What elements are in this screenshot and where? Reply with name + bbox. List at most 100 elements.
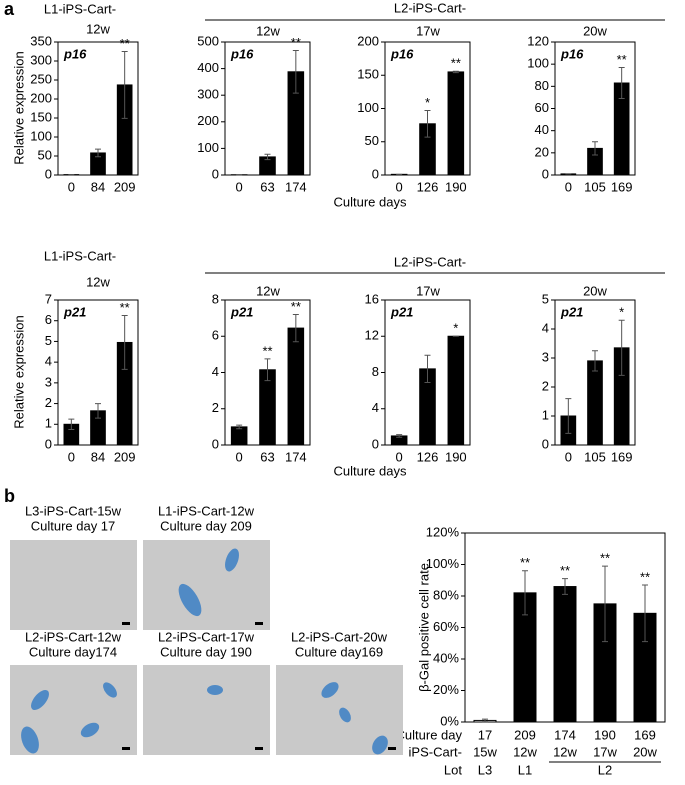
y-tick-label: 4 <box>212 364 219 379</box>
row-value: 12w <box>553 744 577 759</box>
panel-label: a <box>4 0 15 19</box>
error-bar <box>424 109 431 138</box>
scale-bar <box>255 622 263 625</box>
row-value: 20w <box>633 744 657 759</box>
x-tick-label: 209 <box>114 449 136 464</box>
y-tick-label: 0 <box>542 166 549 181</box>
y-tick-label: 12 <box>365 328 379 343</box>
y-tick-label: 5 <box>542 291 549 306</box>
chart-title: 12w <box>256 283 280 298</box>
error-bar <box>452 70 459 74</box>
scale-bar <box>122 622 130 625</box>
image-caption: L1-iPS-Cart-12w <box>158 503 255 518</box>
error-bar <box>396 434 403 438</box>
significance: ** <box>600 551 610 566</box>
y-tick-label: 500 <box>197 33 219 48</box>
significance: ** <box>451 56 461 71</box>
y-tick-label: 100 <box>357 100 379 115</box>
error-bar <box>642 584 648 643</box>
y-tick-label: 6 <box>45 312 52 327</box>
x-tick-label: 0 <box>396 449 403 464</box>
chart-title: 12w <box>256 23 280 38</box>
y-tick-label: 250 <box>30 71 52 86</box>
x-tick-label: 0 <box>565 179 572 194</box>
error-bar <box>68 418 75 430</box>
row-label: iPS-Cart- <box>409 744 462 759</box>
y-tick-label: 350 <box>30 33 52 48</box>
error-bar <box>618 319 625 376</box>
y-tick-label: 0 <box>212 166 219 181</box>
significance: ** <box>520 555 530 570</box>
x-tick-label: 0 <box>236 449 243 464</box>
y-axis-label: β-Gal positive cell rate <box>416 563 431 692</box>
error-bar <box>292 314 299 343</box>
error-bar <box>264 358 271 382</box>
group-label: L1-iPS-Cart- <box>44 248 116 263</box>
image-caption: Culture day 190 <box>160 644 252 659</box>
significance: ** <box>120 36 130 51</box>
scale-bar <box>255 747 263 750</box>
x-tick-label: 0 <box>68 179 75 194</box>
y-axis-label: Relative expression <box>11 315 26 428</box>
y-axis-label: Relative expression <box>11 51 26 164</box>
y-tick-label: 80% <box>433 587 459 602</box>
y-tick-label: 100 <box>197 140 219 155</box>
x-tick-label: 63 <box>260 179 274 194</box>
significance: ** <box>617 52 627 67</box>
stained-cell <box>21 726 39 754</box>
micrograph <box>10 540 137 630</box>
y-tick-label: 50 <box>38 147 52 162</box>
x-tick-label: 63 <box>260 449 274 464</box>
y-tick-label: 120% <box>426 524 460 539</box>
y-tick-label: 40 <box>535 122 549 137</box>
y-tick-label: 20 <box>535 144 549 159</box>
bar <box>587 360 603 446</box>
gene-label: p16 <box>63 46 87 61</box>
y-tick-label: 4 <box>45 354 52 369</box>
error-bar <box>602 565 608 643</box>
error-bar <box>121 51 128 119</box>
y-tick-label: 300 <box>197 87 219 102</box>
x-tick-label: 126 <box>417 179 439 194</box>
x-tick-label: 174 <box>554 727 576 742</box>
y-tick-label: 0 <box>45 166 52 181</box>
significance: ** <box>120 300 130 315</box>
image-caption: L2-iPS-Cart-17w <box>158 629 255 644</box>
x-tick-label: 17 <box>478 727 492 742</box>
x-tick-label: 0 <box>565 449 572 464</box>
gene-label: p21 <box>63 304 86 319</box>
gene-label: p21 <box>560 304 583 319</box>
error-bar <box>292 50 299 94</box>
x-tick-label: 169 <box>611 449 633 464</box>
gene-label: p21 <box>230 304 253 319</box>
error-bar <box>482 718 488 723</box>
row-value: L1 <box>518 762 532 777</box>
x-tick-label: 190 <box>445 449 467 464</box>
error-bar <box>236 424 243 430</box>
chart-title: 17w <box>416 283 440 298</box>
y-tick-label: 8 <box>372 364 379 379</box>
y-tick-label: 400 <box>197 60 219 75</box>
error-bar <box>95 148 101 158</box>
x-tick-label: 169 <box>634 727 656 742</box>
y-tick-label: 200 <box>30 90 52 105</box>
chart-title: 12w <box>86 21 110 36</box>
significance: * <box>619 305 624 320</box>
error-bar <box>121 315 128 370</box>
y-tick-label: 60 <box>535 100 549 115</box>
row-value: L2 <box>598 762 612 777</box>
y-tick-label: 150 <box>30 109 52 124</box>
stained-cell <box>31 690 49 710</box>
row-value: 17w <box>593 744 617 759</box>
image-caption: Culture day 17 <box>31 518 116 533</box>
image-caption: Culture day169 <box>295 644 383 659</box>
image-caption: Culture day 209 <box>160 518 252 533</box>
gene-label: p16 <box>560 46 584 61</box>
x-tick-label: 105 <box>584 449 606 464</box>
y-tick-label: 0% <box>440 713 459 728</box>
y-tick-label: 1 <box>45 416 52 431</box>
significance: * <box>425 95 430 110</box>
x-tick-label: 190 <box>445 179 467 194</box>
significance: ** <box>291 299 301 314</box>
error-bar <box>562 578 568 595</box>
